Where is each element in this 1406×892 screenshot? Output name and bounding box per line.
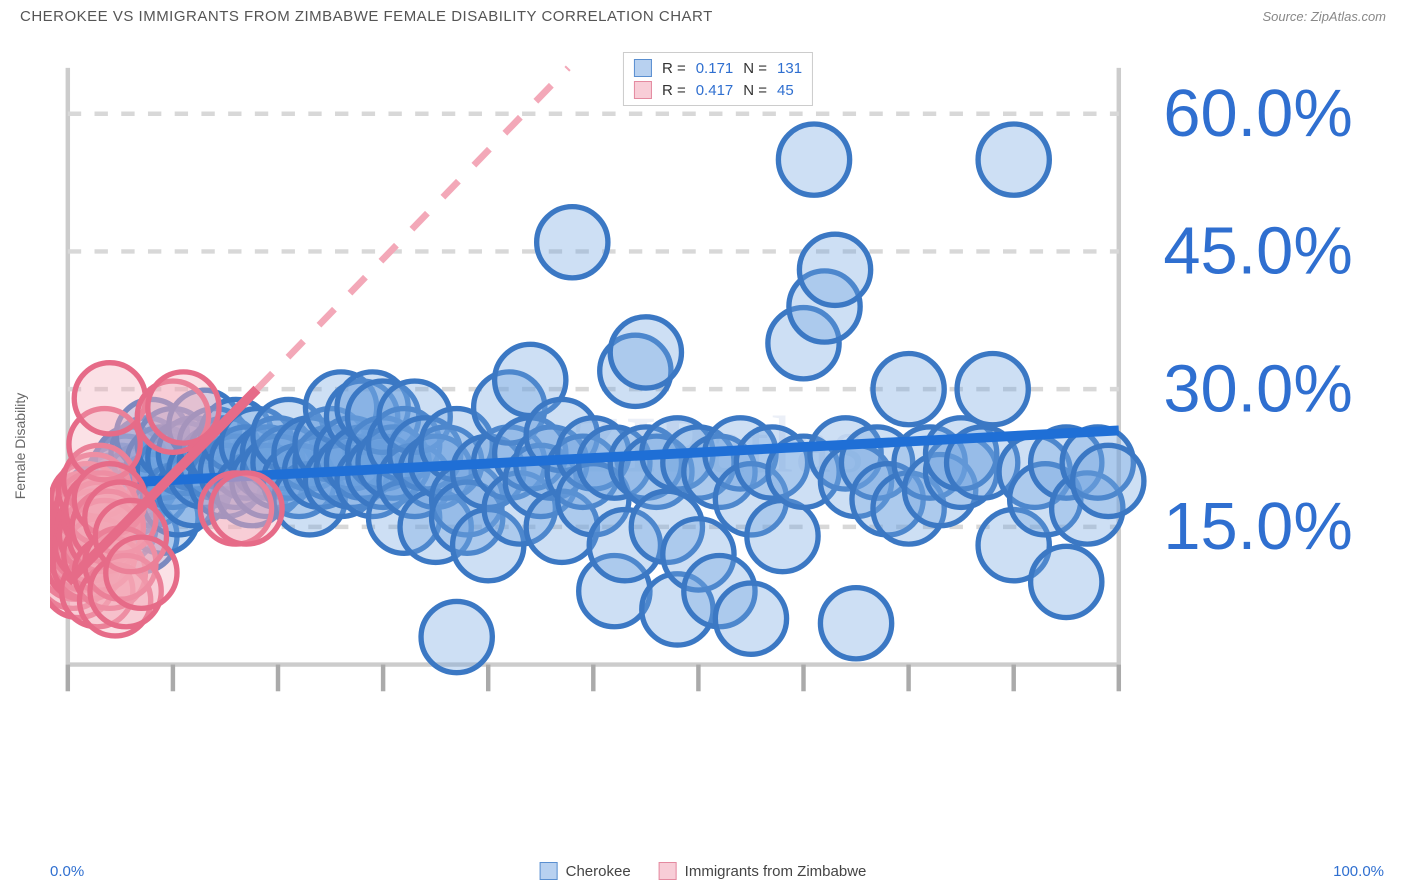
- series-swatch: [634, 59, 652, 77]
- series-swatch: [634, 81, 652, 99]
- r-value: 0.171: [696, 60, 734, 77]
- source-attribution: Source: ZipAtlas.com: [1262, 9, 1386, 24]
- stats-legend-box: R = 0.171 N = 131 R = 0.417 N = 45: [623, 52, 813, 106]
- scatter-plot: 15.0% 30.0% 45.0% 60.0%: [50, 50, 1386, 718]
- y-tick-label: 15.0%: [1163, 490, 1352, 564]
- y-tick-label: 45.0%: [1163, 215, 1352, 289]
- chart-area: Female Disability ZIPatlas 15.0%30.0%45.…: [50, 50, 1386, 842]
- y-axis-label: Female Disability: [12, 393, 28, 500]
- data-point: [537, 207, 608, 278]
- n-value: 45: [777, 82, 794, 99]
- trend-line-extended: [257, 68, 568, 389]
- legend-swatch: [659, 862, 677, 880]
- legend-label: Cherokee: [566, 863, 631, 880]
- data-point: [421, 601, 492, 672]
- data-point: [799, 234, 870, 305]
- x-axis-max-label: 100.0%: [1333, 863, 1384, 880]
- n-label: N =: [743, 82, 767, 99]
- data-point: [778, 124, 849, 195]
- data-point: [820, 588, 891, 659]
- x-axis-min-label: 0.0%: [50, 863, 84, 880]
- legend-item: Cherokee: [540, 862, 631, 880]
- chart-header: CHEROKEE VS IMMIGRANTS FROM ZIMBABWE FEM…: [0, 0, 1406, 33]
- legend-item: Immigrants from Zimbabwe: [659, 862, 867, 880]
- y-tick-label: 30.0%: [1163, 352, 1352, 426]
- data-point: [211, 473, 282, 544]
- chart-title: CHEROKEE VS IMMIGRANTS FROM ZIMBABWE FEM…: [20, 8, 713, 25]
- data-point: [873, 354, 944, 425]
- n-label: N =: [743, 60, 767, 77]
- data-point: [747, 500, 818, 571]
- data-point: [74, 363, 145, 434]
- data-point: [1073, 445, 1144, 516]
- legend-label: Immigrants from Zimbabwe: [685, 863, 867, 880]
- legend-swatch: [540, 862, 558, 880]
- n-value: 131: [777, 60, 802, 77]
- r-value: 0.417: [696, 82, 734, 99]
- data-point: [1031, 546, 1102, 617]
- data-point: [957, 354, 1028, 425]
- r-label: R =: [662, 60, 686, 77]
- y-tick-label: 60.0%: [1163, 77, 1352, 151]
- r-label: R =: [662, 82, 686, 99]
- data-point: [715, 583, 786, 654]
- data-point: [610, 317, 681, 388]
- data-point: [106, 537, 177, 608]
- stats-row: R = 0.171 N = 131: [634, 57, 802, 79]
- data-point: [978, 124, 1049, 195]
- bottom-legend: Cherokee Immigrants from Zimbabwe: [540, 862, 867, 880]
- stats-row: R = 0.417 N = 45: [634, 79, 802, 101]
